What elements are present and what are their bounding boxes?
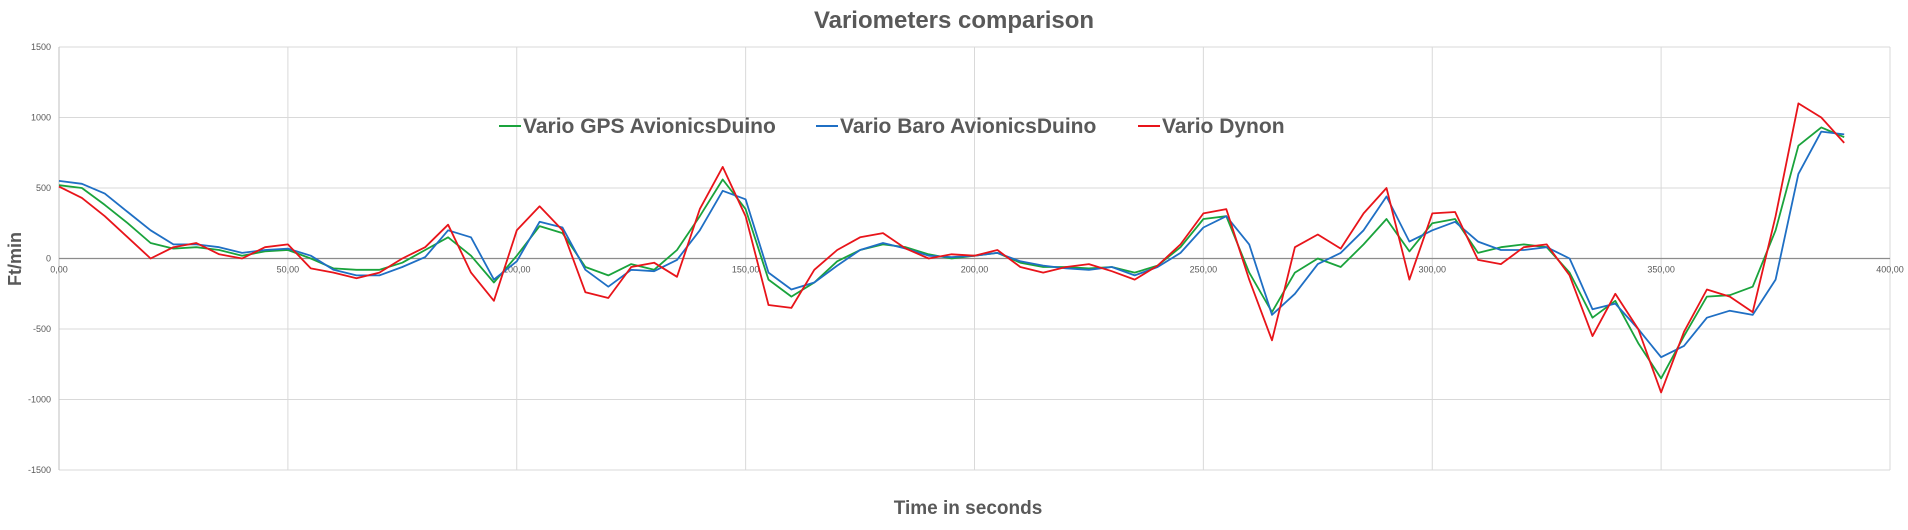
x-tick-label: 400,00 <box>1876 265 1904 275</box>
x-tick-label: 350,00 <box>1647 265 1675 275</box>
x-tick-label: 200,00 <box>961 265 989 275</box>
legend-label-1: Vario GPS AvionicsDuino <box>523 115 776 138</box>
y-tick-label: 0 <box>46 254 51 264</box>
series-line-3 <box>58 102 1845 394</box>
legend: Vario GPS AvionicsDuino Vario Baro Avioni… <box>499 115 1285 138</box>
x-tick-label: 100,00 <box>503 265 531 275</box>
y-tick-labels: 1500 1000 500 0 -500 -1000 -1500 <box>28 42 51 475</box>
y-tick-label: -1500 <box>28 465 51 475</box>
x-tick-label: 250,00 <box>1190 265 1218 275</box>
y-axis-title: Ft/min <box>5 232 25 286</box>
y-tick-label: 1500 <box>31 42 51 52</box>
y-tick-label: -500 <box>33 324 51 334</box>
x-axis-title: Time in seconds <box>894 498 1043 519</box>
series-line-2 <box>58 130 1845 359</box>
y-tick-label: 500 <box>36 183 51 193</box>
y-tick-label: 1000 <box>31 113 51 123</box>
x-tick-label: 50,00 <box>277 265 300 275</box>
legend-label-2: Vario Baro AvionicsDuino <box>840 115 1096 138</box>
y-tick-label: -1000 <box>28 395 51 405</box>
series-lines <box>58 102 1845 394</box>
x-tick-label: 300,00 <box>1418 265 1446 275</box>
x-tick-label: 150,00 <box>732 265 760 275</box>
legend-label-3: Vario Dynon <box>1162 115 1285 138</box>
x-tick-labels: 0,00 50,00 100,00 150,00 200,00 250,00 300,00 3… <box>50 265 1904 275</box>
axes <box>58 47 1890 470</box>
chart-title: Variometers comparison <box>814 7 1094 34</box>
x-tick-label: 0,00 <box>50 265 68 275</box>
